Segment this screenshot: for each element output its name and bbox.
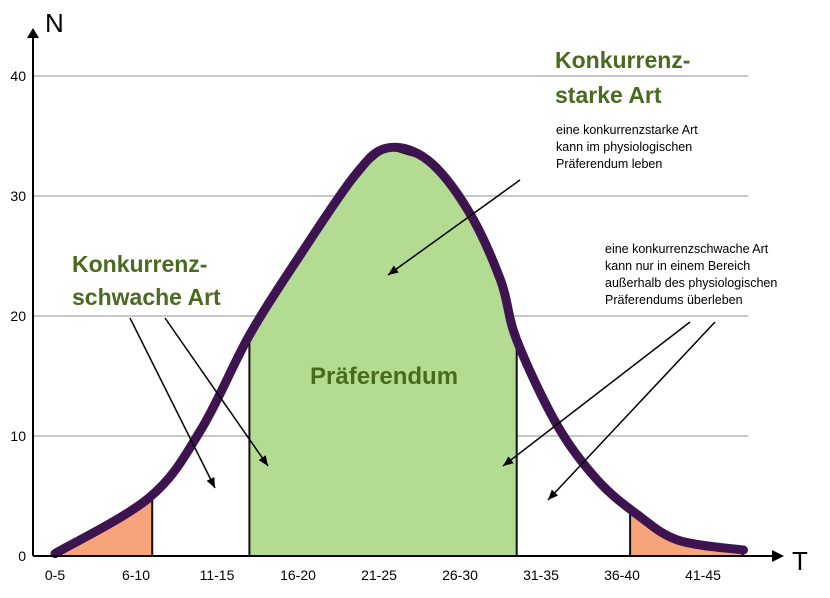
y-tick-label: 30	[10, 188, 26, 204]
strong-note-3: Präferendum leben	[556, 157, 662, 171]
x-tick-label: 31-35	[523, 567, 559, 583]
weak-note-1: eine konkurrenzschwache Art	[605, 242, 769, 256]
y-tick-label: 10	[10, 428, 26, 444]
annotation-arrow	[129, 317, 216, 489]
strong-title-2: starke Art	[555, 82, 662, 108]
y-axis-label: N	[45, 8, 64, 38]
x-tick-label: 26-30	[442, 567, 478, 583]
y-tick-label: 0	[18, 548, 26, 564]
weak-note-3: außerhalb des physiologischen	[605, 276, 777, 290]
strong-note-1: eine konkurrenzstarke Art	[556, 123, 698, 137]
x-tick-label: 6-10	[122, 567, 150, 583]
x-tick-label: 36-40	[604, 567, 640, 583]
weak-note-4: Präferendums überleben	[605, 293, 743, 307]
annotation-arrow	[164, 317, 269, 467]
strong-title-1: Konkurrenz-	[555, 47, 690, 73]
population-curve	[50, 142, 748, 559]
weak-note-2: kann nur in einem Bereich	[605, 259, 750, 273]
annotation-arrow	[387, 179, 521, 276]
y-axis-arrow	[27, 28, 39, 38]
x-tick-label: 0-5	[45, 567, 65, 583]
strong-note-2: kann im physiologischen	[556, 140, 692, 154]
x-tick-label: 21-25	[361, 567, 397, 583]
arrowhead	[258, 455, 268, 466]
arrowhead	[388, 265, 399, 275]
x-tick-label: 16-20	[280, 567, 316, 583]
arrowhead	[206, 477, 215, 488]
y-tick-label: 20	[10, 308, 26, 324]
arrowhead	[548, 489, 559, 500]
weak-title-1: Konkurrenz-	[72, 251, 207, 277]
preferendum-area	[248, 146, 518, 557]
arrowhead	[503, 456, 514, 466]
annotation-arrow	[502, 321, 691, 467]
x-axis-arrow	[772, 550, 784, 562]
x-tick-label: 11-15	[200, 567, 235, 583]
annotation-arrow	[547, 321, 716, 501]
x-tick-label: 41-45	[685, 567, 721, 583]
x-axis-label: T	[792, 546, 808, 576]
preferendum-label: Präferendum	[310, 363, 458, 390]
y-tick-label: 40	[10, 68, 26, 84]
weak-title-2: schwache Art	[72, 284, 221, 310]
